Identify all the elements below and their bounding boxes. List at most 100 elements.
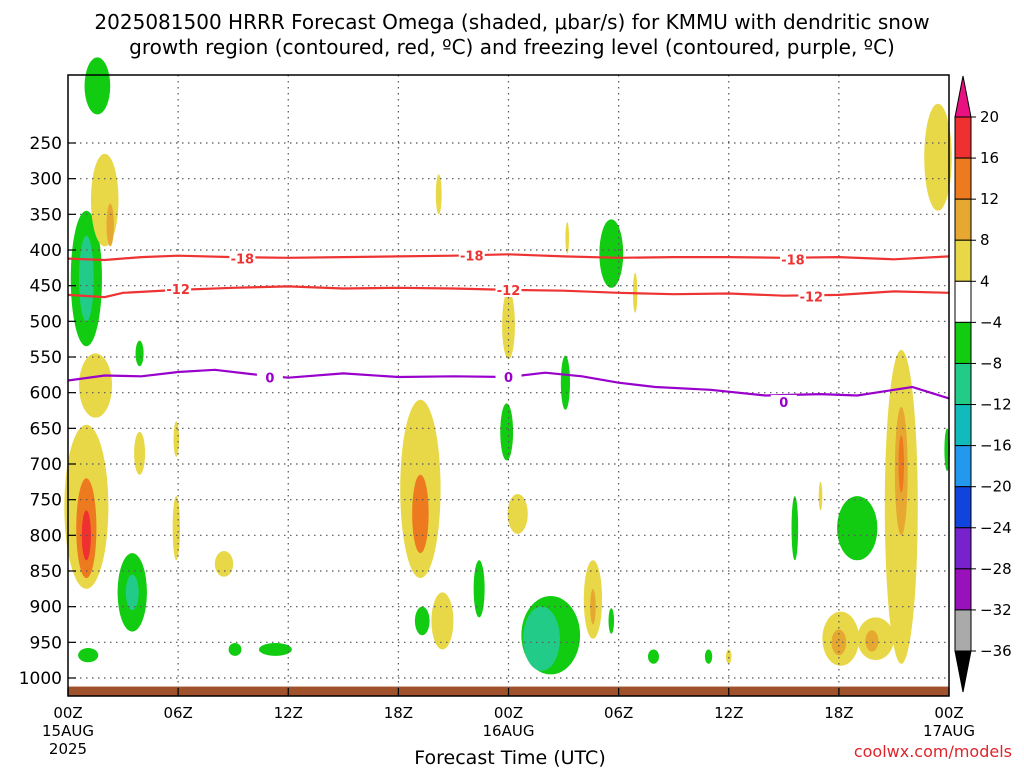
omega-shading <box>64 57 952 675</box>
omega-region-26 <box>507 493 528 534</box>
omega-region-39 <box>725 649 732 664</box>
omega-region-38 <box>704 649 713 664</box>
y-axis-ticks: 250 300 350 400 450 500 550 600 650 700 750 800 850 9… <box>19 134 76 689</box>
y-tick-label: 1000 <box>19 669 62 689</box>
contour-label-bg <box>229 251 256 266</box>
colorbar-segment <box>954 116 972 159</box>
contour-label-bg <box>256 370 283 385</box>
y-tick-label: 250 <box>30 134 62 154</box>
omega-region-17 <box>228 643 242 656</box>
colorbar-segment <box>954 198 972 241</box>
x-tick-label: 00Z <box>494 704 523 722</box>
omega-region-42 <box>837 496 878 561</box>
grid-lines <box>68 75 949 696</box>
colorbar-segment <box>954 609 972 652</box>
y-tick-label: 400 <box>30 241 62 261</box>
omega-region-25 <box>500 403 514 461</box>
chart-title-line2: growth region (contoured, red, ºC) and f… <box>129 35 895 59</box>
contour-label-bg <box>779 252 806 267</box>
colorbar-segment <box>954 486 972 529</box>
y-tick-label: 800 <box>30 526 62 546</box>
x-tick-label: 06Z <box>604 704 633 722</box>
x-tick-label: 06Z <box>163 704 192 722</box>
omega-region-3 <box>90 153 119 247</box>
omega-region-2 <box>79 235 94 322</box>
colorbar-segment <box>954 362 972 406</box>
colorbar-segment <box>954 445 972 488</box>
contour-label: -12 <box>497 284 521 299</box>
omega-region-51 <box>924 103 952 211</box>
colorbar-label: −24 <box>980 519 1012 537</box>
y-tick-label: 550 <box>30 348 62 368</box>
x-tick-label: 00Z <box>934 704 963 722</box>
omega-region-37 <box>647 649 660 664</box>
colorbar-label: −12 <box>980 396 1012 414</box>
contour-label-bg <box>165 282 192 297</box>
colorbar: 20 16 12 8 4 −4 −8 −12 −16 −20 −24 −28 −32 −36 <box>954 75 1012 693</box>
omega-region-49 <box>898 435 905 493</box>
x-tick-date: 16AUG <box>483 722 535 740</box>
omega-region-24 <box>502 290 515 360</box>
omega-region-31 <box>590 588 596 625</box>
omega-region-33 <box>560 355 570 410</box>
omega-region-46 <box>865 630 879 652</box>
omega-region-22 <box>431 592 454 650</box>
colorbar-label: −16 <box>980 437 1012 455</box>
contour-label: 0 <box>504 371 513 386</box>
omega-region-23 <box>435 174 442 215</box>
x-tick-date: 17AUG <box>923 722 975 740</box>
x-tick-label: 18Z <box>824 704 853 722</box>
contour-label: -18 <box>460 250 484 265</box>
omega-region-27 <box>473 560 485 618</box>
omega-region-5 <box>79 353 113 418</box>
contour-label: -18 <box>781 253 805 268</box>
y-tick-label: 900 <box>30 598 62 618</box>
omega-region-15 <box>172 496 180 561</box>
colorbar-segment <box>954 321 972 364</box>
y-tick-label: 300 <box>30 170 62 190</box>
contour-label-bg <box>495 369 522 384</box>
colorbar-label: −28 <box>980 560 1012 578</box>
colorbar-label: −4 <box>980 313 1002 331</box>
y-tick-label: 350 <box>30 205 62 225</box>
y-tick-label: 500 <box>30 312 62 332</box>
colorbar-segment <box>954 239 972 282</box>
colorbar-label: −36 <box>980 642 1012 660</box>
plot-frame <box>67 74 950 697</box>
contour-label: -12 <box>800 290 824 305</box>
contour-lines: -18 -18 -18 -12 -12 -12 0 0 0 <box>67 248 950 411</box>
contour-label-bg <box>798 289 825 304</box>
colorbar-segment <box>954 280 972 323</box>
colorbar-label: −8 <box>980 354 1002 372</box>
x-tick-label: 00Z <box>53 704 82 722</box>
omega-region-32 <box>608 608 615 634</box>
x-tick-year: 2025 <box>49 740 87 758</box>
colorbar-segment <box>954 568 972 611</box>
chart-title-line1: 2025081500 HRRR Forecast Omega (shaded, … <box>94 10 929 34</box>
credit-text: coolwx.com/models <box>854 742 1012 761</box>
colorbar-segment <box>954 527 972 570</box>
contour-label: 0 <box>779 396 788 411</box>
omega-region-0 <box>84 57 111 115</box>
colorbar-segment <box>954 157 972 200</box>
omega-region-21 <box>414 606 430 636</box>
omega-region-13 <box>134 431 146 475</box>
omega-region-16 <box>214 551 234 577</box>
colorbar-bottom-arrow <box>954 650 972 693</box>
y-tick-label: 650 <box>30 419 62 439</box>
omega-region-12 <box>135 340 144 367</box>
colorbar-label: 16 <box>980 149 999 167</box>
colorbar-label: 8 <box>980 231 990 249</box>
omega-region-36 <box>565 222 570 254</box>
contour-label-bg <box>458 248 485 263</box>
x-tick-label: 18Z <box>384 704 413 722</box>
omega-region-18 <box>258 643 292 656</box>
y-tick-label: 950 <box>30 633 62 653</box>
omega-region-40 <box>791 496 799 561</box>
y-tick-label: 450 <box>30 277 62 297</box>
omega-region-14 <box>173 421 180 457</box>
colorbar-segment <box>954 404 972 447</box>
contour-dendritic-0 <box>67 253 950 262</box>
colorbar-label: −32 <box>980 601 1012 619</box>
